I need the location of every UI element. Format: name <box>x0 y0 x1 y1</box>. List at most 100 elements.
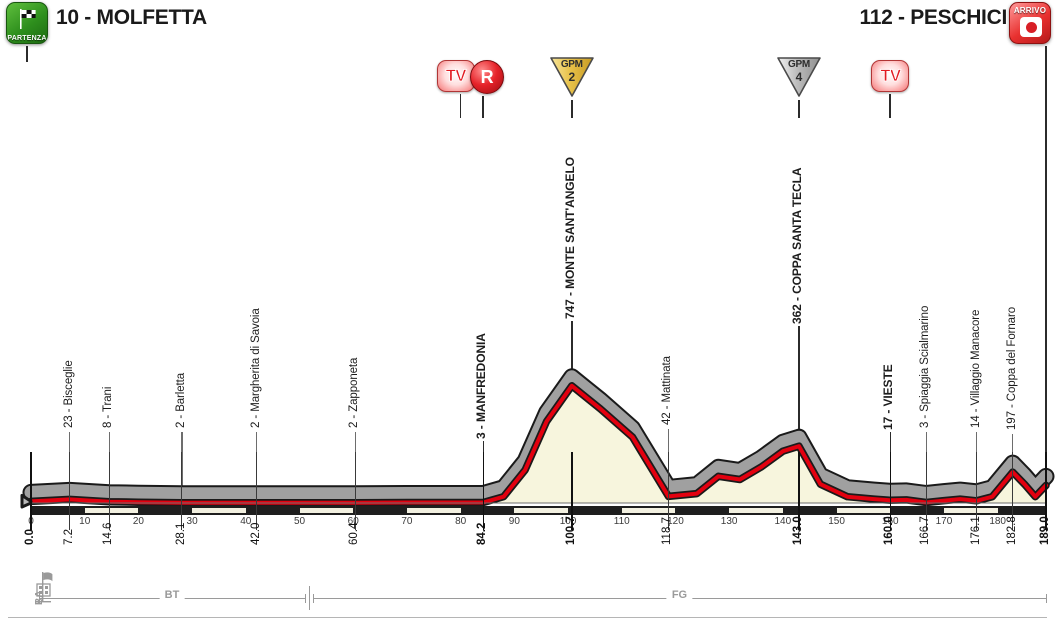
elevation-profile <box>20 368 1055 509</box>
axis-segment <box>621 508 676 513</box>
gpm-marker-monte-santangelo-label: GPM <box>560 59 583 70</box>
km-tick-label: 40 <box>240 516 252 527</box>
start-flag-icon <box>20 9 36 29</box>
axis-segment <box>192 508 246 513</box>
distance-tick-label: 118.7 <box>661 517 674 545</box>
km-tick-label: 100 <box>559 516 577 527</box>
distance-tick-stem <box>976 452 978 530</box>
gpm-triangle-icon <box>777 57 821 97</box>
place-leader-line <box>798 326 800 439</box>
km-tick-label: 180 <box>989 516 1006 527</box>
distance-tick-stem <box>181 452 183 530</box>
province-code-label: BT <box>159 589 185 601</box>
start-badge-caption: PARTENZA <box>7 35 47 42</box>
distance-tick-stem <box>255 452 258 530</box>
refreshment-marker-stem <box>482 96 484 118</box>
distance-tick-label: 0.0 <box>24 529 36 545</box>
distance-tick-label: 60.4 <box>348 522 361 545</box>
axis-segment <box>84 508 139 513</box>
distance-tick-label: 182.8 <box>1005 516 1018 545</box>
axis-segment <box>729 508 783 513</box>
km-tick-label: 130 <box>720 516 738 527</box>
distance-tick-stem <box>889 452 892 530</box>
distance-tick-label: 28.1 <box>174 522 187 545</box>
tv-sprint-marker-2-stem <box>889 94 892 118</box>
distance-tick-stem <box>925 452 927 530</box>
place-leader-line <box>1012 434 1014 465</box>
km-tick-label: 20 <box>132 516 144 527</box>
axis-segment <box>514 508 569 513</box>
finish-flag-stem <box>1045 46 1047 455</box>
province-span-cap <box>304 594 306 603</box>
distance-tick-stem <box>108 452 110 530</box>
distance-tick-label: 100.7 <box>564 516 577 545</box>
distance-tick-stem <box>1045 452 1047 530</box>
distance-tick-stem <box>667 452 670 530</box>
tv-sprint-marker-2[interactable]: TV <box>871 60 910 92</box>
distance-tick-stem <box>354 452 356 530</box>
gpm-marker-monte-santangelo[interactable]: GPM 2 <box>549 56 595 98</box>
distance-tick-label: 14.6 <box>102 522 115 545</box>
refreshment-marker[interactable]: R <box>470 60 505 94</box>
province-code-label: FG <box>666 589 693 601</box>
axis-segment <box>299 508 354 513</box>
finish-badge-caption: ARRIVO <box>1013 6 1047 15</box>
distance-tick-label: 189.0 <box>1039 516 1051 545</box>
km-tick-label: 120 <box>667 516 684 527</box>
km-tick-label: 170 <box>935 516 953 527</box>
distance-tick-stem <box>571 452 573 530</box>
bottom-divider <box>8 617 1047 618</box>
axis-segment <box>406 508 461 513</box>
distance-tick-label: 143.0 <box>791 516 804 545</box>
distance-tick-label: 7.2 <box>62 529 75 545</box>
refreshment-marker-label: R <box>480 66 494 87</box>
page-title-start: 10 - MOLFETTA <box>56 6 207 29</box>
gpm-marker-coppa-santa-tecla-category: 4 <box>795 70 803 84</box>
km-tick-label: 80 <box>455 516 467 527</box>
distance-tick-stem <box>30 452 32 530</box>
tv-sprint-marker-2-label: TV <box>880 66 901 86</box>
km-tick-label: 150 <box>828 516 845 527</box>
km-tick-label: 110 <box>613 516 630 527</box>
tv-sprint-marker-1-stem <box>459 94 462 118</box>
km-tick-label: 90 <box>508 516 520 527</box>
km-tick-label: 30 <box>186 516 198 527</box>
finish-badge: ARRIVO <box>1009 2 1051 44</box>
tv-sprint-marker-1-label: TV <box>445 66 466 86</box>
distance-tick-stem <box>1012 452 1014 530</box>
page-title-finish: 112 - PESCHICI <box>859 6 1007 29</box>
gpm-marker-monte-santangelo-stem <box>570 100 573 118</box>
km-tick-label: 50 <box>293 516 306 527</box>
gpm-marker-coppa-santa-tecla-stem <box>798 100 800 118</box>
gpm-triangle-icon <box>549 57 594 97</box>
gpm-marker-coppa-santa-tecla[interactable]: GPM 4 <box>776 56 822 98</box>
gpm-marker-monte-santangelo-category: 2 <box>568 70 576 84</box>
gpm-marker-coppa-santa-tecla-label: GPM <box>788 59 810 70</box>
km-tick-label: 140 <box>774 516 792 527</box>
start-badge: PARTENZA <box>6 2 48 44</box>
province-span-cap <box>312 594 314 603</box>
province-span-cap <box>1046 594 1047 603</box>
km-tick-label: 70 <box>401 516 413 527</box>
distance-tick-label: 166.7 <box>919 516 932 545</box>
distance-axis-bar <box>31 506 1046 515</box>
province-start-flag-icon <box>33 570 55 609</box>
axis-segment <box>943 508 998 513</box>
distance-tick-stem <box>69 452 71 530</box>
place-leader-line <box>571 321 573 378</box>
distance-tick-stem <box>482 452 485 530</box>
start-flag-stem <box>26 46 28 62</box>
distance-tick-label: 42.0 <box>249 522 262 545</box>
province-span-cap <box>39 594 41 603</box>
distance-tick-label: 176.1 <box>969 516 982 545</box>
tv-sprint-marker-1[interactable]: TV <box>436 60 475 92</box>
province-divider <box>308 586 310 610</box>
km-tick-label: 60 <box>347 516 359 527</box>
km-tick-label: 10 <box>79 516 91 527</box>
distance-tick-label: 160.0 <box>883 516 896 545</box>
distance-tick-label: 84.2 <box>476 522 489 545</box>
finish-camera-icon <box>1020 17 1042 37</box>
axis-segment <box>836 508 891 513</box>
distance-tick-stem <box>798 452 800 530</box>
